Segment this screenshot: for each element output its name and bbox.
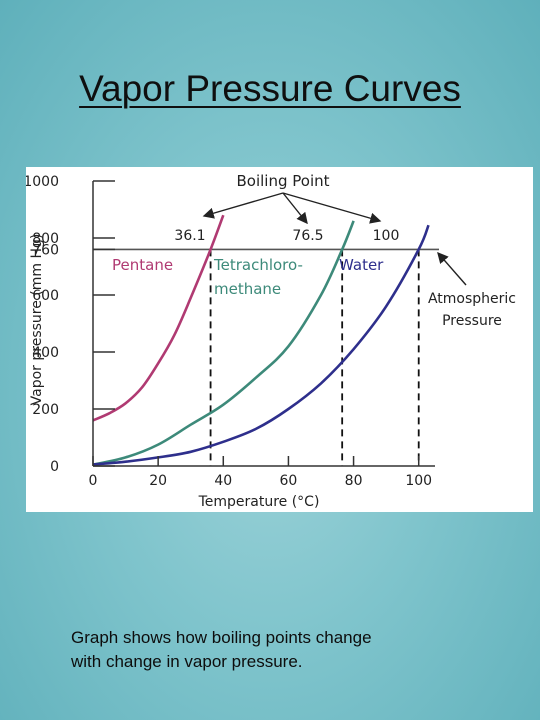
x-axis-label: Temperature (°C) [198,494,320,510]
y-tick-label-2: 400 [32,345,59,361]
slide-title: Vapor Pressure Curves [79,68,461,109]
atmospheric-label-line-1: Atmospheric [428,291,516,307]
x-tick-label-1: 20 [149,473,167,489]
slide-caption: Graph shows how boiling points change wi… [71,626,491,674]
annotation-layer: Boiling Point 36.1 76.5 100 Pentane Tetrachlo… [112,172,516,329]
atmospheric-arrow [437,251,467,286]
pentane-label: Pentane [112,256,173,274]
reference-layer [93,248,439,466]
x-tick-label-0: 0 [89,473,98,489]
y-tick-label-6: 1000 [26,174,59,190]
x-tick-label-2: 40 [214,473,232,489]
vapor-pressure-chart: 0 200 400 600 760 800 1000 0 20 40 60 80 100 Temperat… [26,167,533,512]
y-tick-label-0: 0 [50,459,59,475]
boiling-point-label-0: 36.1 [174,228,205,244]
y-tick-label-1: 200 [32,402,59,418]
y-tick-label-3: 600 [32,288,59,304]
y-axis-label: Vapor pressure (mm Hg) [29,234,45,406]
boiling-point-label-1: 76.5 [292,228,323,244]
atmospheric-label-line-2: Pressure [442,313,502,329]
tetra-label-line-1: Tetrachloro- [213,256,303,274]
y-tick-label-4: 760 [32,242,59,258]
boiling-point-heading: Boiling Point [236,172,329,190]
x-tick-label-3: 60 [280,473,298,489]
y-tick-label-5: 800 [32,231,59,247]
caption-line-2: with change in vapor pressure. [71,652,303,671]
caption-line-1: Graph shows how boiling points change [71,628,372,647]
x-tick-label-4: 80 [345,473,363,489]
series-line-2 [92,224,430,466]
series-line-0 [92,214,225,422]
boiling-point-arrow-1 [282,192,308,225]
series-line-1 [92,220,355,466]
water-label: Water [339,256,384,274]
boiling-point-arrow-2 [282,192,382,224]
x-tick-label-5: 100 [405,473,432,489]
tetra-label-line-2: methane [214,280,281,298]
boiling-point-arrow-0 [202,192,284,219]
series-layer [92,214,430,466]
boiling-point-label-2: 100 [373,228,400,244]
